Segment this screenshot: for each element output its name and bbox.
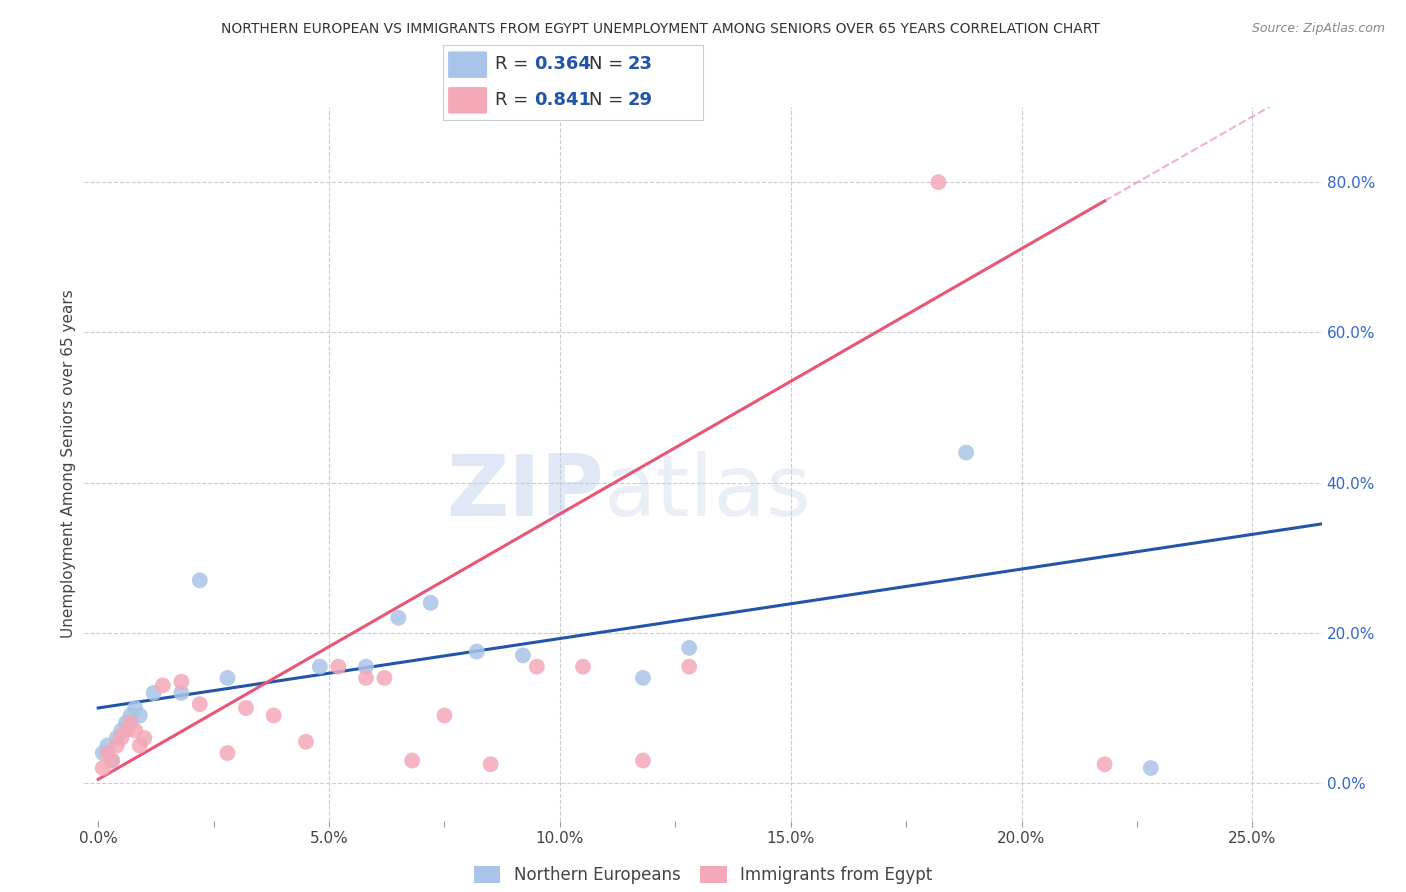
Point: [295, 735, 318, 749]
Point: [105, 739, 128, 753]
Point: [1140, 761, 1163, 775]
Text: ZIP: ZIP: [446, 450, 605, 534]
Point: [955, 445, 977, 459]
Point: [512, 648, 534, 663]
Point: [465, 645, 488, 659]
Point: [328, 659, 350, 673]
Point: [188, 697, 211, 711]
Point: [96, 746, 118, 760]
Point: [110, 723, 132, 738]
Text: R =: R =: [495, 55, 534, 73]
Text: 0.841: 0.841: [534, 91, 591, 109]
Point: [631, 754, 654, 768]
Point: [419, 596, 441, 610]
Text: 0.364: 0.364: [534, 55, 591, 73]
Text: NORTHERN EUROPEAN VS IMMIGRANTS FROM EGYPT UNEMPLOYMENT AMONG SENIORS OVER 65 YE: NORTHERN EUROPEAN VS IMMIGRANTS FROM EGY…: [221, 22, 1101, 37]
Point: [96, 739, 118, 753]
Text: atlas: atlas: [605, 450, 813, 534]
Point: [142, 686, 165, 700]
Point: [120, 708, 142, 723]
Point: [91, 761, 114, 775]
Point: [678, 659, 700, 673]
Point: [678, 640, 700, 655]
Point: [120, 716, 142, 731]
Point: [433, 708, 456, 723]
Point: [101, 754, 124, 768]
Text: R =: R =: [495, 91, 534, 109]
Point: [128, 739, 150, 753]
Point: [479, 757, 502, 772]
Point: [1094, 757, 1116, 772]
Point: [526, 659, 548, 673]
Legend: Northern Europeans, Immigrants from Egypt: Northern Europeans, Immigrants from Egyp…: [467, 859, 939, 891]
Text: N =: N =: [589, 55, 628, 73]
Point: [170, 674, 193, 689]
Point: [105, 731, 128, 745]
Point: [110, 731, 132, 745]
Point: [354, 671, 377, 685]
Point: [217, 746, 239, 760]
Text: Source: ZipAtlas.com: Source: ZipAtlas.com: [1251, 22, 1385, 36]
Point: [188, 574, 211, 588]
Point: [927, 175, 949, 189]
Text: 29: 29: [627, 91, 652, 109]
Point: [235, 701, 257, 715]
Point: [354, 659, 377, 673]
Point: [170, 686, 193, 700]
Point: [373, 671, 395, 685]
Y-axis label: Unemployment Among Seniors over 65 years: Unemployment Among Seniors over 65 years: [60, 290, 76, 638]
Point: [401, 754, 423, 768]
Point: [263, 708, 285, 723]
Point: [124, 701, 146, 715]
FancyBboxPatch shape: [449, 87, 486, 113]
Point: [115, 723, 138, 738]
Point: [134, 731, 156, 745]
FancyBboxPatch shape: [449, 52, 486, 78]
Point: [308, 659, 330, 673]
Text: N =: N =: [589, 91, 628, 109]
Point: [572, 659, 595, 673]
Point: [91, 746, 114, 760]
Point: [115, 716, 138, 731]
Point: [128, 708, 150, 723]
Point: [101, 754, 124, 768]
Point: [217, 671, 239, 685]
Point: [124, 723, 146, 738]
Point: [631, 671, 654, 685]
Text: 23: 23: [627, 55, 652, 73]
Point: [152, 678, 174, 692]
Point: [387, 611, 409, 625]
